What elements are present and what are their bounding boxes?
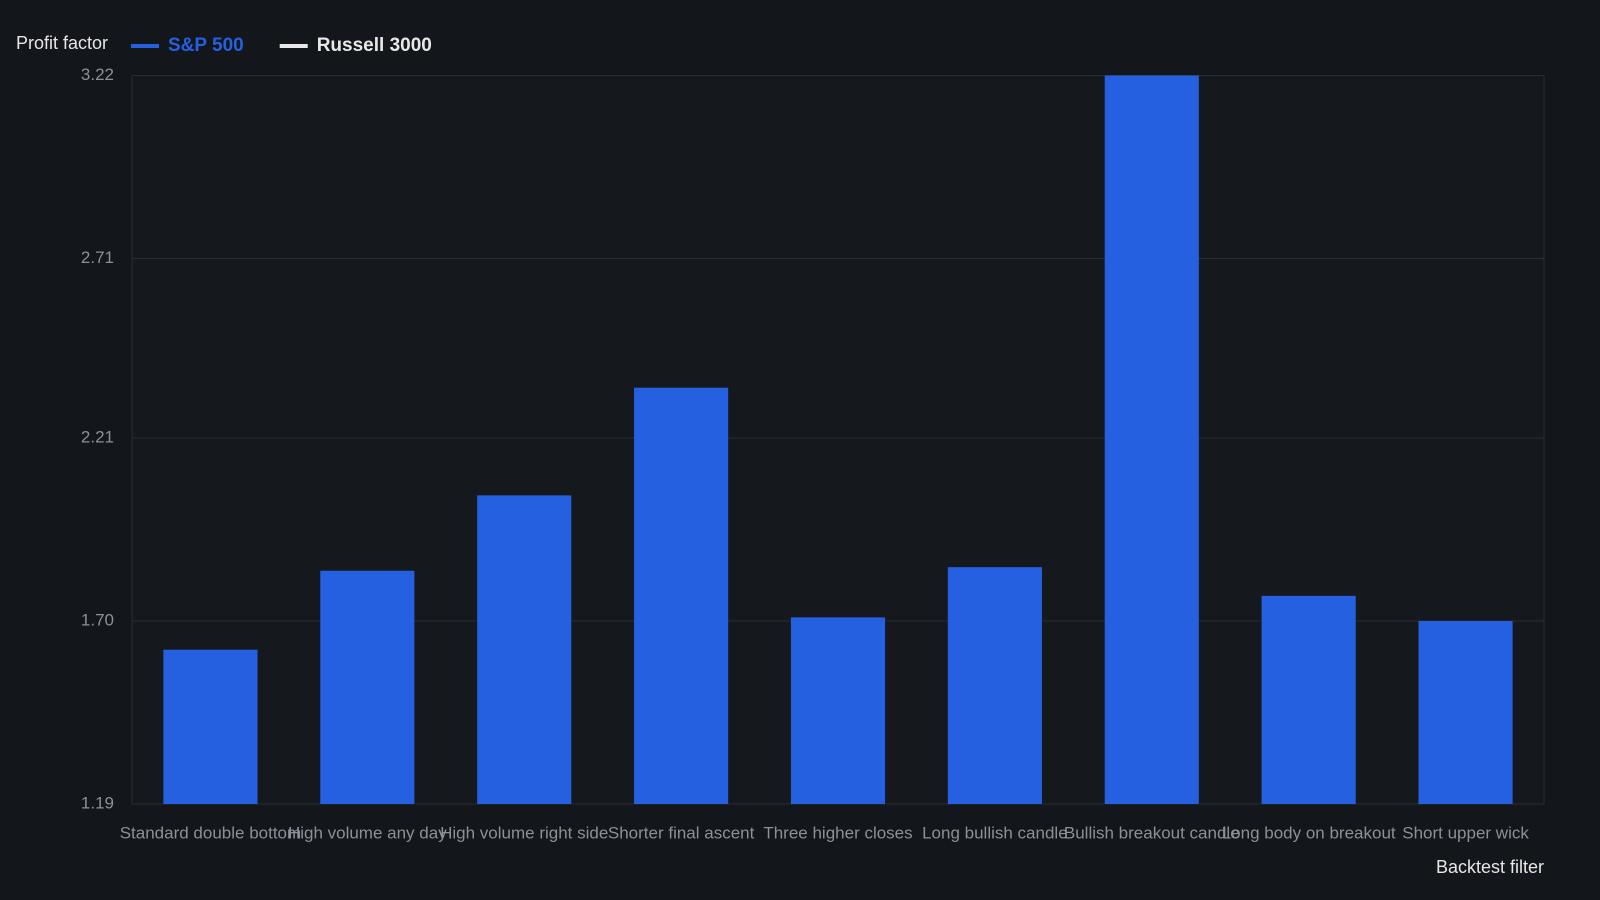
y-tick-label: 1.19 [81, 793, 114, 812]
y-axis-label: Profit factor [16, 33, 108, 53]
y-tick-label: 3.22 [81, 65, 114, 84]
bar [477, 495, 572, 804]
bar [320, 570, 415, 804]
x-tick-label: High volume any day [288, 823, 447, 842]
x-tick-label: Three higher closes [763, 823, 912, 842]
x-tick-label: Long body on breakout [1222, 823, 1396, 842]
y-tick-label: 1.70 [81, 610, 114, 629]
legend-label: Russell 3000 [317, 35, 432, 56]
bar [1104, 75, 1199, 804]
x-tick-label: Short upper wick [1402, 823, 1529, 842]
y-tick-label: 2.71 [81, 248, 114, 267]
x-tick-label: Bullish breakout candle [1064, 823, 1240, 842]
bar [790, 617, 886, 804]
y-tick-label: 2.21 [81, 427, 114, 446]
x-tick-label: High volume right side [440, 823, 608, 842]
x-tick-label: Shorter final ascent [608, 823, 755, 842]
x-tick-label: Standard double bottom [120, 823, 301, 842]
legend-label: S&P 500 [168, 35, 244, 56]
bar [163, 649, 258, 804]
bar [1418, 620, 1513, 804]
bar [634, 387, 729, 804]
bar [1261, 595, 1356, 804]
x-axis-label: Backtest filter [1436, 857, 1544, 877]
x-tick-label: Long bullish candle [922, 823, 1068, 842]
bar [947, 567, 1042, 804]
